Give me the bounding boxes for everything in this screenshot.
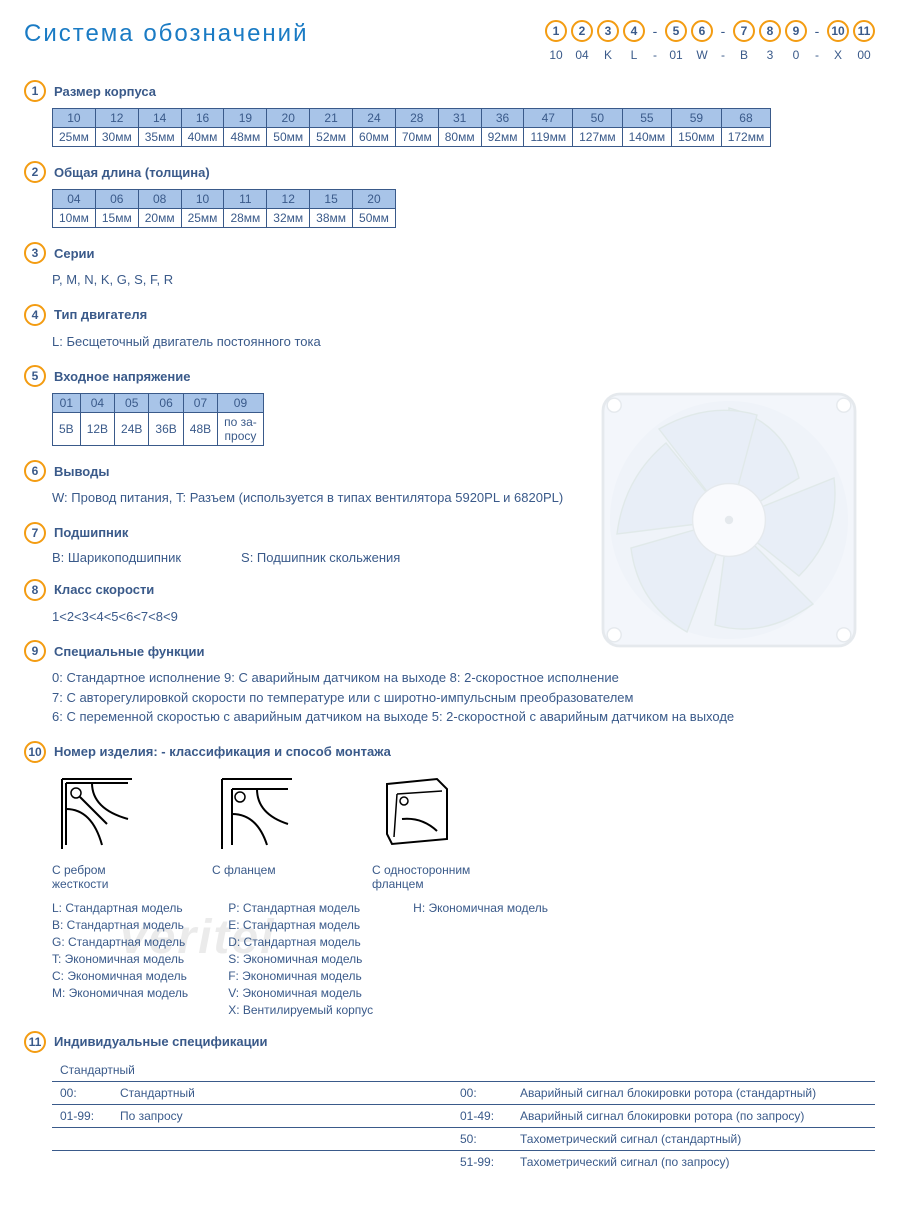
mount-flange-icon: [212, 769, 332, 859]
section-title: Выводы: [54, 464, 109, 479]
model-row: B: Стандартная модель: [52, 918, 188, 932]
model-row: V: Экономичная модель: [228, 986, 373, 1000]
mount-caption: С ребром жесткости: [52, 863, 108, 891]
badge-11: 11: [24, 1031, 46, 1053]
code-badge: 1: [545, 20, 567, 42]
code-value: 3: [767, 48, 774, 62]
mount-rib-icon: [52, 769, 172, 859]
table-voltage: 0104050607095В12В24В36В48Впо за- просу: [52, 393, 264, 446]
code-badge: 6: [691, 20, 713, 42]
badge-8: 8: [24, 579, 46, 601]
code-value: B: [740, 48, 748, 62]
mount-caption: С односторонним фланцем: [372, 863, 470, 891]
model-row: F: Экономичная модель: [228, 969, 373, 983]
code-value: L: [631, 48, 638, 62]
section-title: Входное напряжение: [54, 369, 190, 384]
model-row: M: Экономичная модель: [52, 986, 188, 1000]
model-row: T: Экономичная модель: [52, 952, 188, 966]
motor-type-text: L: Бесщеточный двигатель постоянного ток…: [52, 332, 875, 352]
table-length: 040608101112152010мм15мм20мм25мм28мм32мм…: [52, 189, 396, 228]
section-leads: 6 Выводы W: Провод питания, T: Разъем (ис…: [24, 460, 875, 508]
designation-code-map: 1102043K4L--5016W--7B8390--10X1100: [545, 20, 875, 62]
model-row: H: Экономичная модель: [413, 901, 548, 915]
section-title: Размер корпуса: [54, 84, 156, 99]
section-title: Специальные функции: [54, 644, 205, 659]
code-badge: 2: [571, 20, 593, 42]
section-speed-class: 8 Класс скорости 1<2<3<4<5<6<7<8<9: [24, 579, 875, 627]
code-badge: 7: [733, 20, 755, 42]
badge-3: 3: [24, 242, 46, 264]
page-header: Система обозначений 1102043K4L--5016W--7…: [24, 20, 875, 62]
mount-diagrams: С ребром жесткости С фланцем С односторо…: [52, 769, 875, 891]
badge-9: 9: [24, 640, 46, 662]
speed-class-text: 1<2<3<4<5<6<7<8<9: [52, 607, 875, 627]
code-value: 04: [575, 48, 588, 62]
model-row: L: Стандартная модель: [52, 901, 188, 915]
code-badge: 9: [785, 20, 807, 42]
table-frame-size: 1012141619202124283136475055596825мм30мм…: [52, 108, 771, 147]
section-title: Тип двигателя: [54, 307, 147, 322]
bearing-right: S: Подшипник скольжения: [241, 550, 400, 565]
model-row: S: Экономичная модель: [228, 952, 373, 966]
model-columns: L: Стандартная модель B: Стандартная моде…: [52, 901, 875, 1017]
page-title: Система обозначений: [24, 20, 309, 48]
code-badge: 4: [623, 20, 645, 42]
code-value: W: [696, 48, 707, 62]
badge-10: 10: [24, 741, 46, 763]
section-title: Подшипник: [54, 525, 128, 540]
model-row: G: Стандартная модель: [52, 935, 188, 949]
code-badge: 11: [853, 20, 875, 42]
section-item-number: 10 Номер изделия: - классификация и спосо…: [24, 741, 875, 1017]
model-row: P: Стандартная модель: [228, 901, 373, 915]
model-row: E: Стандартная модель: [228, 918, 373, 932]
code-value: K: [604, 48, 612, 62]
code-badge: 10: [827, 20, 849, 42]
code-value: 00: [857, 48, 870, 62]
section-series: 3 Серии P, M, N, K, G, S, F, R: [24, 242, 875, 290]
code-value: X: [834, 48, 842, 62]
badge-1: 1: [24, 80, 46, 102]
series-text: P, M, N, K, G, S, F, R: [52, 270, 875, 290]
section-bearing: 7 Подшипник B: Шарикоподшипник S: Подшипн…: [24, 522, 875, 565]
leads-text: W: Провод питания, T: Разъем (использует…: [52, 488, 875, 508]
code-value: 10: [549, 48, 562, 62]
section-title: Класс скорости: [54, 582, 154, 597]
mount-single-flange-icon: [372, 769, 492, 859]
code-badge: 3: [597, 20, 619, 42]
bearing-left: B: Шарикоподшипник: [52, 550, 181, 565]
section-motor-type: 4 Тип двигателя L: Бесщеточный двигатель …: [24, 304, 875, 352]
section-title: Индивидуальные спецификации: [54, 1034, 268, 1049]
badge-4: 4: [24, 304, 46, 326]
badge-6: 6: [24, 460, 46, 482]
section-title: Серии: [54, 246, 95, 261]
badge-2: 2: [24, 161, 46, 183]
special-functions-lines: 0: Стандартное исполнение 9: С аварийным…: [52, 668, 875, 727]
section-frame-size: 1 Размер корпуса 101214161920212428313647…: [24, 80, 875, 147]
model-row: X: Вентилируемый корпус: [228, 1003, 373, 1017]
code-badge: 8: [759, 20, 781, 42]
table-individual-specs: Стандартный00:Стандартный00:Аварийный си…: [52, 1059, 875, 1173]
section-length: 2 Общая длина (толщина) 04060810111215201…: [24, 161, 875, 228]
model-row: C: Экономичная модель: [52, 969, 188, 983]
section-title: Номер изделия: - классификация и способ …: [54, 744, 391, 759]
code-value: 01: [669, 48, 682, 62]
model-row: D: Стандартная модель: [228, 935, 373, 949]
code-badge: 5: [665, 20, 687, 42]
section-individual-specs: 11 Индивидуальные спецификации Стандартны…: [24, 1031, 875, 1173]
section-special-functions: 9 Специальные функции 0: Стандартное испо…: [24, 640, 875, 727]
section-voltage: 5 Входное напряжение 0104050607095В12В24В…: [24, 365, 875, 446]
code-value: 0: [793, 48, 800, 62]
badge-5: 5: [24, 365, 46, 387]
mount-caption: С фланцем: [212, 863, 276, 877]
badge-7: 7: [24, 522, 46, 544]
section-title: Общая длина (толщина): [54, 165, 210, 180]
